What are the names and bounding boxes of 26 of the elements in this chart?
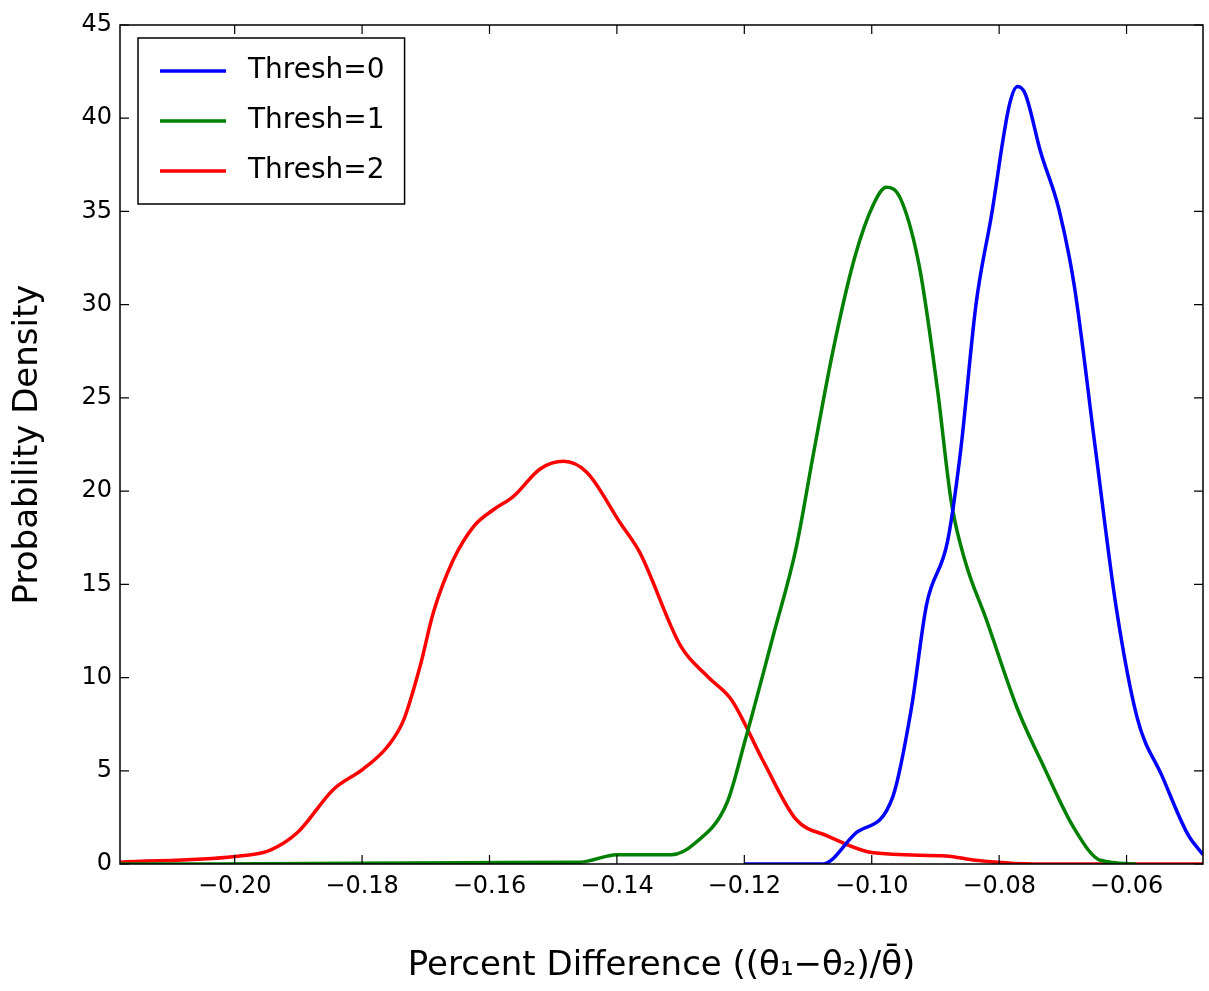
y-tick-label: 5: [96, 755, 112, 784]
y-tick-label: 20: [81, 475, 112, 504]
y-tick-label: 30: [81, 288, 112, 317]
y-tick-label: 15: [81, 568, 112, 597]
x-tick-label: −0.08: [962, 870, 1036, 899]
y-tick-label: 40: [81, 102, 112, 131]
y-tick-label: 10: [81, 661, 112, 690]
x-tick-label: −0.14: [580, 870, 654, 899]
x-axis-title: Percent Difference ((θ₁−θ₂)/θ̄): [407, 943, 916, 984]
y-tick-label: 45: [81, 9, 112, 38]
line-series: [120, 459, 1203, 864]
x-tick-label: −0.20: [197, 870, 272, 899]
legend-label: Thresh=2: [247, 152, 385, 186]
x-tick-label: −0.10: [834, 870, 909, 899]
y-axis-title: Probability Density: [5, 284, 46, 605]
x-tick-label: −0.18: [325, 870, 399, 899]
y-tick-label: 35: [81, 195, 112, 224]
line-series: [742, 84, 1203, 864]
legend-label: Thresh=0: [247, 52, 385, 86]
x-tick-label: −0.06: [1089, 870, 1164, 899]
line-series: [120, 185, 1138, 864]
x-tick-label: −0.16: [452, 870, 527, 899]
x-tick-label: −0.12: [707, 870, 782, 899]
y-tick-label: 25: [81, 382, 112, 411]
y-tick-label: 0: [96, 848, 112, 877]
legend-label: Thresh=1: [247, 102, 385, 136]
